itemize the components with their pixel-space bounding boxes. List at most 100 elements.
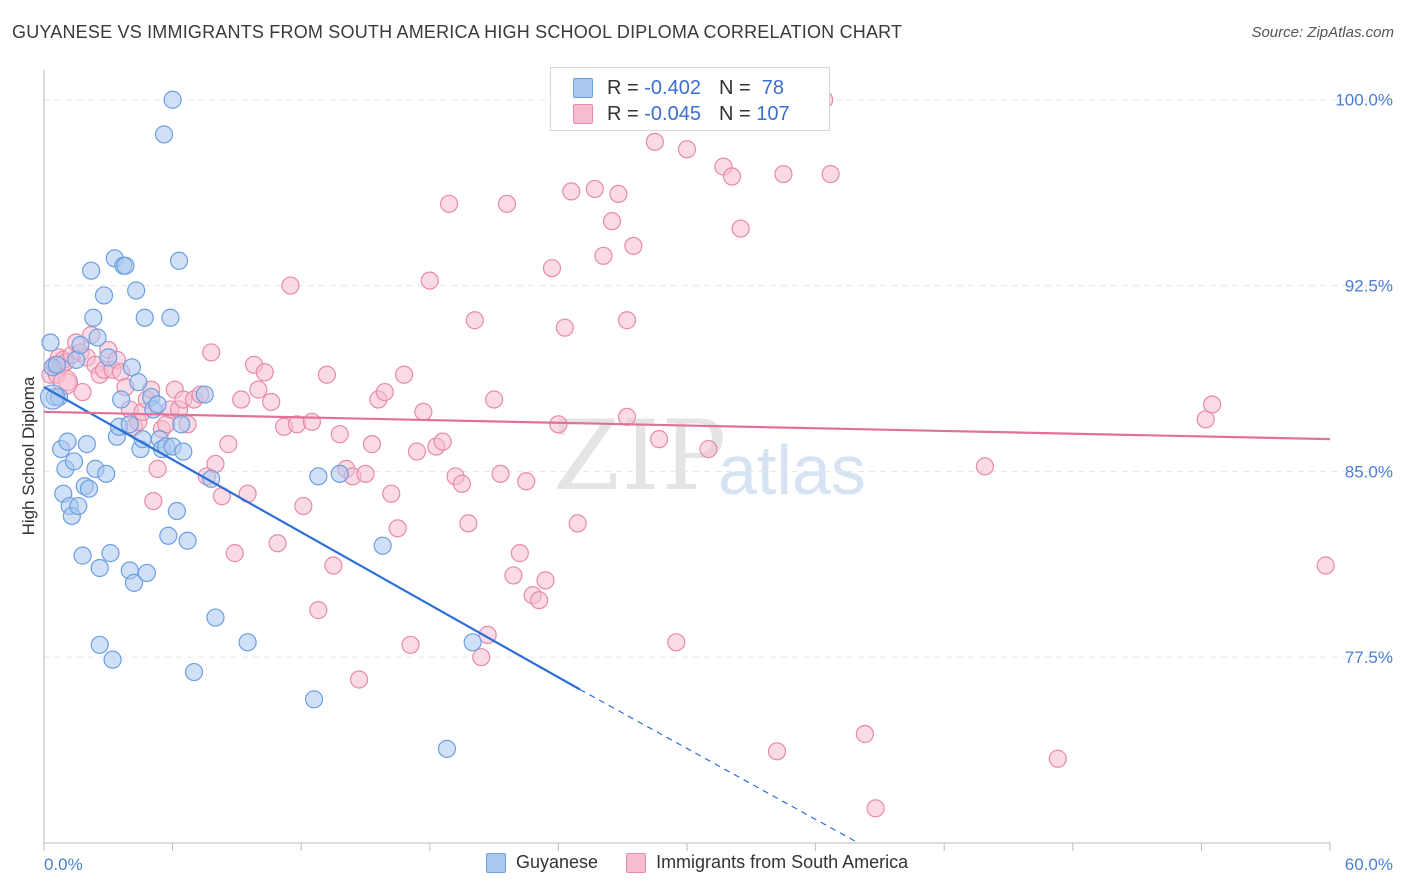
data-point <box>388 519 407 538</box>
y-axis-label: High School Diploma <box>19 376 38 535</box>
series-guyanese-points <box>39 90 482 758</box>
data-point <box>536 571 555 590</box>
tick-labels: 77.5% 85.0% 92.5% 100.0% 0.0% 60.0% High Schoo… <box>19 91 1393 874</box>
data-point <box>433 432 452 451</box>
data-point <box>202 343 221 362</box>
data-point <box>549 415 568 434</box>
data-point <box>144 491 163 511</box>
data-point <box>585 179 604 199</box>
x-tick-label: 0.0% <box>44 855 83 874</box>
data-point <box>101 544 120 563</box>
data-point <box>90 635 109 654</box>
data-point <box>255 363 274 382</box>
data-point <box>463 633 482 652</box>
data-point <box>362 435 382 454</box>
data-point <box>491 464 510 483</box>
data-point <box>617 407 637 426</box>
data-point <box>294 496 313 516</box>
legend-label-guyanese: Guyanese <box>516 852 599 872</box>
legend-r-label: R = <box>607 76 645 99</box>
data-point <box>103 650 122 669</box>
legend-item-guyanese: Guyanese <box>486 852 598 873</box>
data-point <box>699 439 718 459</box>
data-point <box>407 442 427 461</box>
data-point <box>722 167 742 186</box>
data-point <box>154 125 174 144</box>
legend-r-value: -0.402 <box>644 76 701 99</box>
data-point <box>617 311 637 330</box>
data-point <box>97 464 116 483</box>
data-point <box>64 452 84 471</box>
correlation-legend: R = -0.402 N = 78 R = -0.045 N = 107 <box>550 67 830 131</box>
data-point <box>309 467 328 486</box>
legend-swatch-blue <box>486 852 506 873</box>
data-point <box>77 435 96 454</box>
data-point <box>124 573 144 592</box>
data-point <box>219 435 238 454</box>
data-point <box>167 501 186 521</box>
data-point <box>437 739 457 758</box>
data-point <box>866 799 885 818</box>
data-point <box>172 415 191 434</box>
data-point <box>79 479 99 498</box>
data-point <box>645 132 664 151</box>
data-point <box>148 395 167 414</box>
data-point <box>174 442 193 461</box>
data-point <box>394 365 414 384</box>
data-point <box>356 464 375 483</box>
data-point <box>47 355 66 374</box>
legend-item-immigrants: Immigrants from South America <box>626 852 908 873</box>
data-point <box>120 415 139 434</box>
trend-line-guyanese-extension <box>579 688 859 844</box>
data-point <box>238 633 257 652</box>
data-point <box>401 635 420 654</box>
data-point <box>225 544 244 563</box>
legend-row-guyanese: R = -0.402 N = 78 <box>573 76 784 100</box>
data-point <box>562 182 581 201</box>
data-point <box>39 384 66 410</box>
data-point <box>99 348 118 367</box>
legend-n-label: N = <box>718 102 757 125</box>
data-point <box>302 412 322 431</box>
data-point <box>349 670 369 689</box>
data-point <box>330 464 349 483</box>
data-point <box>161 308 180 327</box>
trend-line-immigrants <box>43 410 1331 441</box>
data-point <box>452 474 472 493</box>
data-point <box>268 534 287 553</box>
chart-title: GUYANESE VS IMMIGRANTS FROM SOUTH AMERIC… <box>12 22 903 42</box>
data-point <box>677 140 697 159</box>
data-point <box>1048 749 1067 768</box>
data-point <box>767 742 787 761</box>
data-point <box>281 276 300 295</box>
data-point <box>373 536 392 555</box>
data-point <box>375 382 394 402</box>
x-tick-label: 60.0% <box>1345 855 1393 874</box>
data-point <box>855 724 874 744</box>
data-point <box>135 308 154 327</box>
data-point <box>58 432 77 451</box>
data-point <box>309 601 328 620</box>
legend-n-value: 107 <box>756 102 790 125</box>
data-point <box>148 459 167 478</box>
data-point <box>510 544 529 563</box>
data-point <box>324 556 343 575</box>
data-point <box>602 212 622 231</box>
data-point <box>1203 395 1222 414</box>
data-point <box>609 184 628 203</box>
data-point <box>420 271 439 290</box>
data-point <box>1316 556 1335 575</box>
source-label: Source: ZipAtlas.com <box>1251 24 1394 41</box>
data-point <box>184 662 204 682</box>
data-point <box>169 251 189 270</box>
legend-swatch-pink <box>626 852 647 873</box>
data-point <box>465 311 484 330</box>
data-point <box>497 194 517 213</box>
y-tick-label: 85.0% <box>1345 462 1393 481</box>
data-point <box>650 430 669 449</box>
data-point <box>459 514 478 533</box>
data-point <box>774 164 793 184</box>
data-point <box>195 385 214 404</box>
legend-n-label: N = <box>718 76 757 99</box>
data-point <box>88 328 107 347</box>
